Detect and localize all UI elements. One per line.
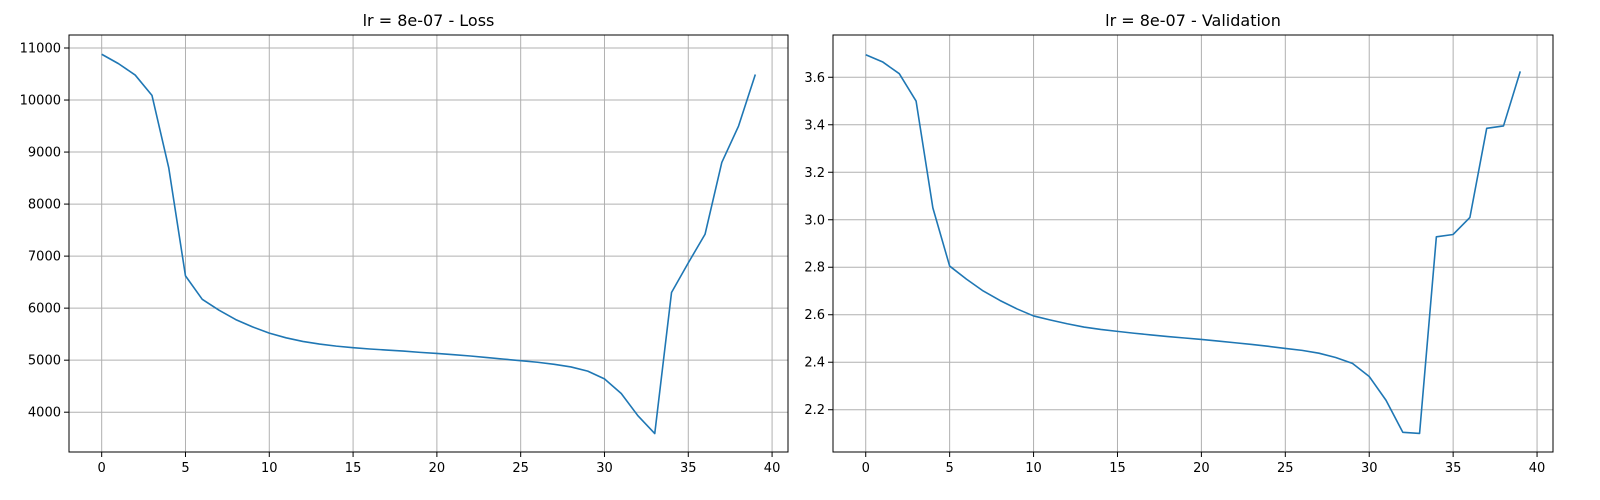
y-tick-label: 9000 [28,146,61,161]
y-tick-label: 11000 [20,42,61,57]
y-tick-label: 5000 [28,354,61,369]
y-tick-label: 3.2 [804,166,825,181]
x-tick-label: 15 [345,461,362,476]
x-tick-label: 10 [1025,461,1042,476]
x-tick-label: 30 [1361,461,1378,476]
x-tick-label: 35 [680,461,697,476]
chart-title: lr = 8e-07 - Loss [363,11,495,30]
y-tick-label: 6000 [28,302,61,317]
x-tick-label: 5 [946,461,954,476]
loss-chart: lr = 8e-07 - Loss 0 5 10 15 20 25 30 35 40 4000 500… [20,11,789,476]
y-tick-label: 2.6 [804,308,825,323]
x-tick-label: 5 [181,461,189,476]
series-line [865,53,1522,435]
plot-frame [68,34,789,453]
x-tick-label: 30 [596,461,613,476]
y-tick-label: 8000 [28,198,61,213]
y-tick-label: 3.4 [804,118,825,133]
x-tick-label: 20 [429,461,446,476]
x-tick-label: 10 [261,461,278,476]
y-tick-label: 2.4 [804,356,825,371]
x-tick-label: 35 [1445,461,1462,476]
y-tick-label: 10000 [20,94,61,109]
y-tick-label: 3.6 [804,71,825,86]
x-tick-label: 40 [764,461,781,476]
x-tick-label: 25 [1277,461,1294,476]
x-tick-label: 0 [98,461,106,476]
x-tick-label: 0 [862,461,870,476]
y-tick-label: 2.8 [804,261,825,276]
x-tick-label: 20 [1193,461,1210,476]
y-tick-label: 2.2 [804,403,825,418]
chart-title: lr = 8e-07 - Validation [1105,11,1281,30]
y-tick-label: 7000 [28,250,61,265]
y-tick-label: 4000 [28,406,61,421]
y-tick-label: 3.0 [804,213,825,228]
series-line [101,53,757,435]
validation-chart: lr = 8e-07 - Validation 0 5 10 15 20 25 30 35 40 2… [804,11,1554,476]
x-tick-label: 15 [1109,461,1126,476]
x-tick-label: 25 [512,461,529,476]
plot-frame [832,34,1554,453]
x-tick-label: 40 [1529,461,1546,476]
